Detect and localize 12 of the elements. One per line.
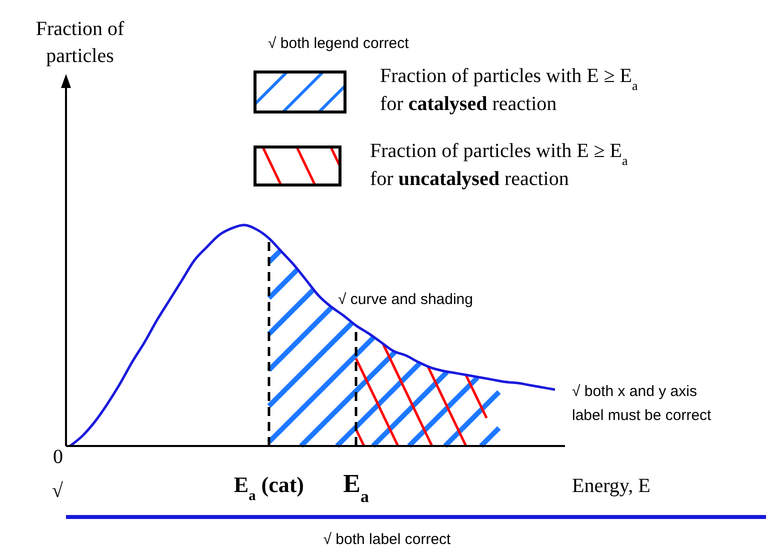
- annotation: √ curve and shading: [338, 291, 473, 308]
- text: √: [52, 480, 63, 502]
- text: √ both legend correct: [268, 35, 410, 52]
- text: 0: [53, 446, 63, 468]
- text: Fraction of particles with E ≥ E$_{a}$ for uncatalysed reaction: [370, 140, 628, 190]
- x-axis-title: Energy, E: [572, 475, 650, 497]
- text: √ both x and y axis label must be correct: [572, 383, 712, 424]
- x-tick-label: E$_{a}$ (cat): [234, 472, 304, 504]
- text: √ both label correct: [323, 531, 452, 548]
- text: Fraction of particles with E ≥ E$_{a}$ for catalysed reaction: [380, 65, 638, 115]
- text: Fraction of particles: [36, 18, 124, 67]
- x-tick-label: E$_{a}$: [343, 469, 370, 506]
